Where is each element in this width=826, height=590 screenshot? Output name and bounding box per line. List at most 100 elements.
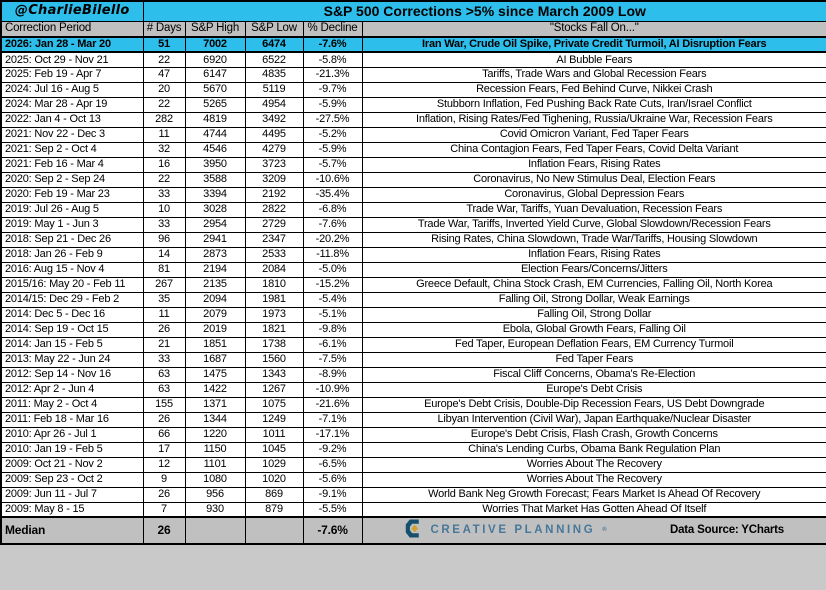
sp-high-cell: 956 — [184, 486, 246, 503]
table-row: 2010: Apr 26 - Jul 1 66 1220 1011 -17.1% Euro… — [0, 426, 826, 443]
table-row: 2021: Feb 16 - Mar 4 16 3950 3723 -5.7% Infla… — [0, 156, 826, 173]
reason-cell: Trade War, Tariffs, Inverted Yield Curve… — [361, 216, 826, 233]
sp-low-cell: 6522 — [244, 51, 304, 68]
correction-period-cell: 2019: Jul 26 - Aug 5 — [0, 201, 144, 218]
reason-cell: Election Fears/Concerns/Jitters — [361, 261, 826, 278]
days-cell: 282 — [142, 111, 186, 128]
sp-high-cell: 3588 — [184, 171, 246, 188]
column-header-sp-low: S&P Low — [244, 20, 304, 38]
table-row: 2012: Apr 2 - Jun 4 63 1422 1267 -10.9% Europ… — [0, 381, 826, 398]
reason-cell: Europe's Debt Crisis, Double-Dip Recessi… — [361, 396, 826, 413]
decline-cell: -8.9% — [302, 366, 363, 383]
reason-cell: Coronavirus, No New Stimulus Deal, Elect… — [361, 171, 826, 188]
sp-low-cell: 1560 — [244, 351, 304, 368]
correction-period-cell: 2022: Jan 4 - Oct 13 — [0, 111, 144, 128]
sp-low-cell: 1343 — [244, 366, 304, 383]
decline-cell: -17.1% — [302, 426, 363, 443]
corrections-table: @CharlieBilello S&P 500 Corrections >5% … — [0, 0, 826, 545]
sp-high-cell: 3028 — [184, 201, 246, 218]
table-row: 2011: Feb 18 - Mar 16 26 1344 1249 -7.1% Liby… — [0, 411, 826, 428]
correction-period-cell: 2009: May 8 - 15 — [0, 501, 144, 518]
days-cell: 21 — [142, 336, 186, 353]
sp-low-cell: 1973 — [244, 306, 304, 323]
reason-cell: World Bank Neg Growth Forecast; Fears Ma… — [361, 486, 826, 503]
sp-low-cell: 6474 — [244, 36, 304, 53]
sp-low-cell: 2347 — [244, 231, 304, 248]
table-row: 2025: Feb 19 - Apr 7 47 6147 4835 -21.3% Tari… — [0, 66, 826, 83]
reason-cell: Rising Rates, China Slowdown, Trade War/… — [361, 231, 826, 248]
days-cell: 33 — [142, 351, 186, 368]
correction-period-cell: 2024: Mar 28 - Apr 19 — [0, 96, 144, 113]
reason-cell: Worries About The Recovery — [361, 456, 826, 473]
creative-planning-logo: CREATIVE PLANNING ® — [405, 519, 607, 541]
sp-high-cell: 2079 — [184, 306, 246, 323]
column-header-correction-period: Correction Period — [0, 20, 144, 38]
sp-low-cell: 3209 — [244, 171, 304, 188]
median-days: 26 — [142, 516, 186, 545]
decline-cell: -21.3% — [302, 66, 363, 83]
days-cell: 22 — [142, 96, 186, 113]
decline-cell: -9.7% — [302, 81, 363, 98]
reason-cell: Europe's Debt Crisis, Flash Crash, Growt… — [361, 426, 826, 443]
sp-high-cell: 3394 — [184, 186, 246, 203]
sp-high-cell: 2873 — [184, 246, 246, 263]
decline-cell: -5.9% — [302, 141, 363, 158]
days-cell: 35 — [142, 291, 186, 308]
sp-high-cell: 2019 — [184, 321, 246, 338]
decline-cell: -5.2% — [302, 126, 363, 143]
correction-period-cell: 2009: Jun 11 - Jul 7 — [0, 486, 144, 503]
sp-low-cell: 2192 — [244, 186, 304, 203]
decline-cell: -10.9% — [302, 381, 363, 398]
days-cell: 11 — [142, 306, 186, 323]
correction-period-cell: 2018: Jan 26 - Feb 9 — [0, 246, 144, 263]
sp-high-cell: 1101 — [184, 456, 246, 473]
sp-low-cell: 4279 — [244, 141, 304, 158]
days-cell: 26 — [142, 411, 186, 428]
table-row: 2014: Dec 5 - Dec 16 11 2079 1973 -5.1% Falli… — [0, 306, 826, 323]
creative-planning-mark-icon — [405, 519, 424, 541]
decline-cell: -5.6% — [302, 471, 363, 488]
sp-low-cell: 4495 — [244, 126, 304, 143]
correction-period-cell: 2021: Sep 2 - Oct 4 — [0, 141, 144, 158]
sp-low-cell: 1075 — [244, 396, 304, 413]
reason-cell: Inflation Fears, Rising Rates — [361, 156, 826, 173]
sp-high-cell: 6147 — [184, 66, 246, 83]
days-cell: 155 — [142, 396, 186, 413]
correction-period-cell: 2011: May 2 - Oct 4 — [0, 396, 144, 413]
decline-cell: -9.2% — [302, 441, 363, 458]
sp-high-cell: 2135 — [184, 276, 246, 293]
reason-cell: Greece Default, China Stock Crash, EM Cu… — [361, 276, 826, 293]
page-title: S&P 500 Corrections >5% since March 2009… — [142, 0, 826, 22]
table-row: 2022: Jan 4 - Oct 13 282 4819 3492 -27.5% Inf… — [0, 111, 826, 128]
sp-low-cell: 2084 — [244, 261, 304, 278]
decline-cell: -10.6% — [302, 171, 363, 188]
author-handle: @CharlieBilello — [0, 0, 144, 22]
sp-low-cell: 2729 — [244, 216, 304, 233]
days-cell: 26 — [142, 321, 186, 338]
days-cell: 20 — [142, 81, 186, 98]
sp-low-cell: 1045 — [244, 441, 304, 458]
reason-cell: Stubborn Inflation, Fed Pushing Back Rat… — [361, 96, 826, 113]
reason-cell: Fiscal Cliff Concerns, Obama's Re-Electi… — [361, 366, 826, 383]
days-cell: 22 — [142, 51, 186, 68]
reason-cell: Ebola, Global Growth Fears, Falling Oil — [361, 321, 826, 338]
reason-cell: Trade War, Tariffs, Yuan Devaluation, Re… — [361, 201, 826, 218]
sp-low-cell: 4835 — [244, 66, 304, 83]
table-row: 2009: May 8 - 15 7 930 879 -5.5% Worries That… — [0, 501, 826, 518]
table-row: 2009: Oct 21 - Nov 2 12 1101 1029 -6.5% Worri… — [0, 456, 826, 473]
reason-cell: Europe's Debt Crisis — [361, 381, 826, 398]
table-row: 2019: Jul 26 - Aug 5 10 3028 2822 -6.8% Trade… — [0, 201, 826, 218]
table-row: 2009: Sep 23 - Oct 2 9 1080 1020 -5.6% Worrie… — [0, 471, 826, 488]
table-row: 2019: May 1 - Jun 3 33 2954 2729 -7.6% Trade … — [0, 216, 826, 233]
sp-high-cell: 7002 — [184, 36, 246, 53]
sp-high-cell: 5670 — [184, 81, 246, 98]
table-row: 2024: Jul 16 - Aug 5 20 5670 5119 -9.7% Reces… — [0, 81, 826, 98]
correction-period-cell: 2020: Sep 2 - Sep 24 — [0, 171, 144, 188]
correction-period-cell: 2014: Jan 15 - Feb 5 — [0, 336, 144, 353]
decline-cell: -9.1% — [302, 486, 363, 503]
sp-low-cell: 4954 — [244, 96, 304, 113]
correction-period-cell: 2010: Apr 26 - Jul 1 — [0, 426, 144, 443]
days-cell: 47 — [142, 66, 186, 83]
days-cell: 14 — [142, 246, 186, 263]
days-cell: 32 — [142, 141, 186, 158]
